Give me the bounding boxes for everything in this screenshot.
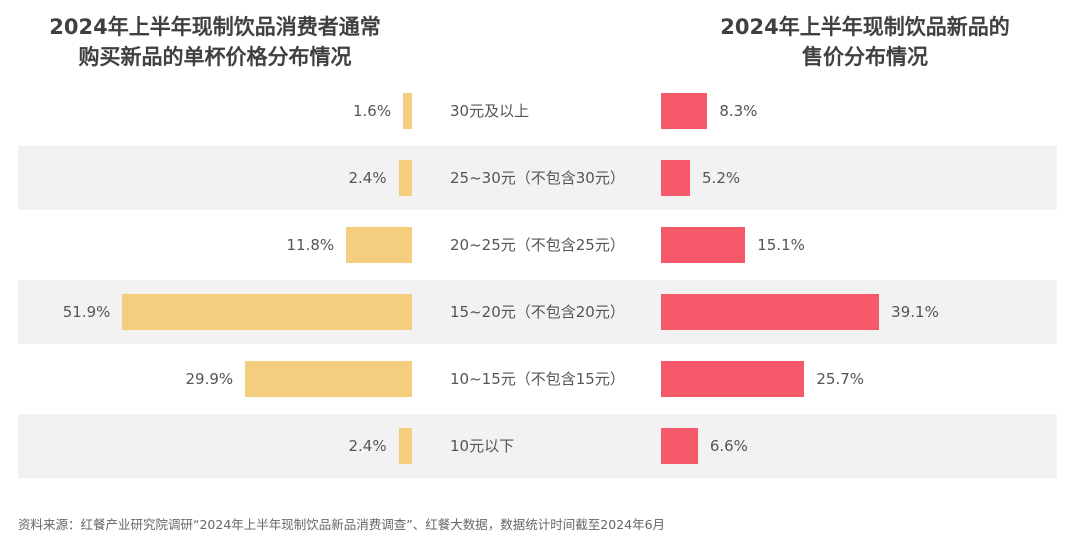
- category-label: 10元以下: [450, 437, 515, 455]
- left-bar: [346, 227, 412, 263]
- right-value-label: 8.3%: [719, 102, 758, 120]
- left-bar: [403, 93, 412, 129]
- left-value-label: 2.4%: [348, 169, 387, 187]
- right-value-label: 15.1%: [757, 236, 805, 254]
- left-bar: [122, 294, 412, 330]
- category-label: 10~15元（不包含15元）: [450, 370, 625, 388]
- left-title-line-1: 2024年上半年现制饮品消费者通常: [49, 15, 381, 39]
- right-chart-title: 2024年上半年现制饮品新品的 售价分布情况: [650, 12, 1080, 72]
- right-value-label: 39.1%: [891, 303, 939, 321]
- left-bar: [245, 361, 412, 397]
- right-bar: [661, 294, 880, 330]
- category-label: 30元及以上: [450, 102, 530, 120]
- row-band: [18, 414, 1057, 478]
- right-value-label: 6.6%: [709, 437, 748, 455]
- right-title-line-2: 售价分布情况: [802, 45, 928, 69]
- left-value-label: 11.8%: [286, 236, 335, 254]
- row-band: [18, 146, 1057, 210]
- right-bar: [661, 160, 691, 196]
- right-value-label: 25.7%: [816, 370, 865, 388]
- left-bar: [398, 160, 412, 196]
- left-value-label: 2.4%: [348, 437, 387, 455]
- category-label: 20~25元（不包含25元）: [450, 236, 625, 254]
- right-title-line-1: 2024年上半年现制饮品新品的: [720, 15, 1010, 39]
- left-value-label: 51.9%: [62, 303, 111, 321]
- left-bar: [398, 428, 412, 464]
- left-value-label: 1.6%: [352, 102, 392, 120]
- left-chart-title: 2024年上半年现制饮品消费者通常 购买新品的单杯价格分布情况: [0, 12, 430, 72]
- category-label: 25~30元（不包含30元）: [450, 169, 625, 187]
- right-bar: [661, 93, 708, 129]
- left-value-label: 29.9%: [185, 370, 234, 388]
- right-bar: [661, 227, 746, 263]
- right-bar: [661, 361, 805, 397]
- left-title-line-2: 购买新品的单杯价格分布情况: [78, 45, 352, 69]
- source-footnote: 资料来源：红餐产业研究院调研“2024年上半年现制饮品新品消费调查”、红餐大数据…: [18, 517, 666, 532]
- right-value-label: 5.2%: [702, 169, 741, 187]
- right-bar: [661, 428, 698, 464]
- category-label: 15~20元（不包含20元）: [450, 303, 625, 321]
